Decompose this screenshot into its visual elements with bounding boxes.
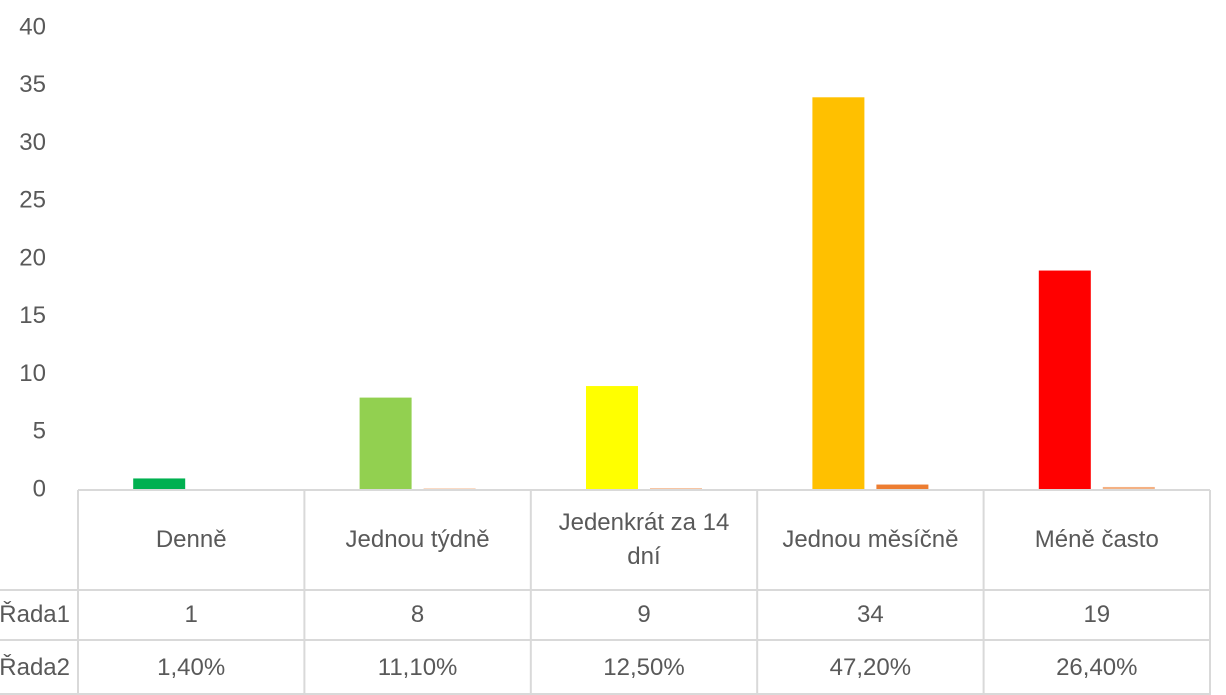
table-value: 34 <box>757 590 983 640</box>
category-label: Jednou týdně <box>304 490 530 590</box>
y-tick-label: 40 <box>19 13 46 40</box>
table-value: 8 <box>304 590 530 640</box>
table-value: 11,10% <box>304 640 530 695</box>
category-label-text: Méně často <box>1034 526 1159 553</box>
table-value: 1,40% <box>78 640 304 695</box>
category-label-text: Jedenkrát za 14 dní <box>558 509 730 570</box>
table-value: 9 <box>531 590 757 640</box>
table-value: 26,40% <box>984 640 1210 695</box>
bar <box>359 397 412 490</box>
table-value-text: 47,20% <box>829 653 912 681</box>
table-value-text: 8 <box>410 601 425 628</box>
legend-entry-text: Řada2 <box>0 653 70 681</box>
bar <box>1102 486 1155 490</box>
legend-entry-text: Řada1 <box>0 601 70 628</box>
category-label: Méně často <box>984 490 1210 590</box>
category-label: Jedenkrát za 14 dní <box>531 490 757 590</box>
bar <box>133 478 186 490</box>
table-value-text: 9 <box>637 601 651 628</box>
legend-entry: Řada2 <box>0 640 70 695</box>
table-value-text: 19 <box>1083 601 1111 628</box>
table-value: 47,20% <box>757 640 983 695</box>
y-tick-label: 15 <box>19 302 46 329</box>
y-tick-label: 5 <box>33 418 46 445</box>
category-label-text: Jednou měsíčně <box>782 526 959 553</box>
y-tick-label: 35 <box>19 71 46 98</box>
bar <box>876 484 929 490</box>
table-value-text: 1 <box>184 601 198 628</box>
table-value: 19 <box>984 590 1210 640</box>
table-value-text: 1,40% <box>157 653 226 681</box>
table-value-text: 26,40% <box>1056 653 1138 681</box>
y-tick-label: 30 <box>19 129 46 156</box>
table-value: 12,50% <box>531 640 757 695</box>
legend-entry: Řada1 <box>0 590 70 640</box>
y-tick-label: 20 <box>19 244 46 271</box>
bar <box>1038 270 1091 490</box>
category-label-text: Denně <box>155 526 227 553</box>
y-tick-label: 0 <box>33 475 46 502</box>
table-value: 1 <box>78 590 304 640</box>
table-value-text: 11,10% <box>377 653 458 681</box>
y-tick-label: 25 <box>19 187 46 214</box>
category-label: Denně <box>78 490 304 590</box>
table-value-text: 12,50% <box>603 653 685 681</box>
y-tick-label: 10 <box>19 360 46 387</box>
category-label: Jednou měsíčně <box>757 490 983 590</box>
bar <box>586 386 638 490</box>
bar <box>812 97 865 491</box>
category-label-text: Jednou týdně <box>345 526 490 553</box>
table-value-text: 34 <box>857 601 884 628</box>
